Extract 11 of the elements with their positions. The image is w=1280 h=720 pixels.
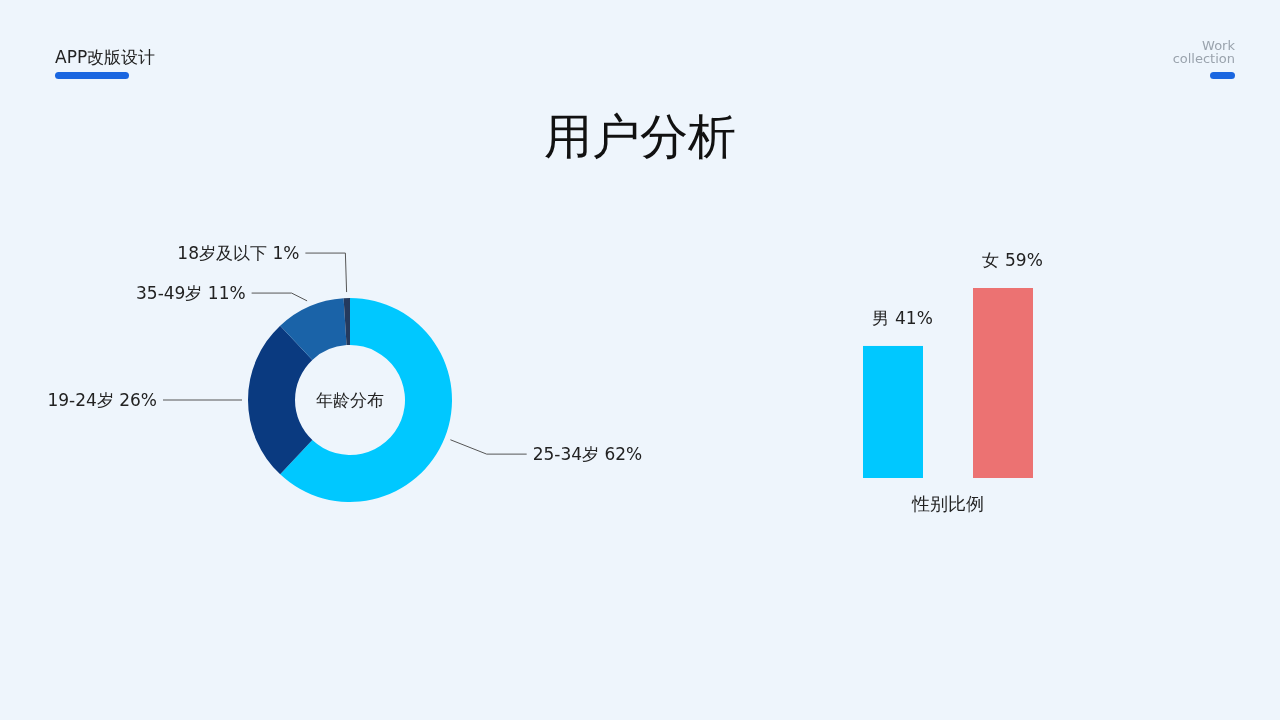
text: Work collection: [1172, 38, 1236, 66]
x-axis-title: 性别比例: [911, 493, 984, 514]
slice-label: 19-24岁 26%: [47, 390, 157, 410]
text: 年龄分布: [316, 390, 384, 410]
slice-label: 35-49岁 11%: [136, 283, 246, 304]
text: APP改版设计: [55, 47, 156, 67]
text: 用户分析: [544, 108, 736, 164]
x-tick-label: 男: [872, 307, 889, 328]
slice-label: 18岁及以下 1%: [177, 243, 300, 264]
x-tick-label: 女: [982, 250, 999, 270]
slice-label: 25-34岁 62%: [532, 444, 643, 465]
